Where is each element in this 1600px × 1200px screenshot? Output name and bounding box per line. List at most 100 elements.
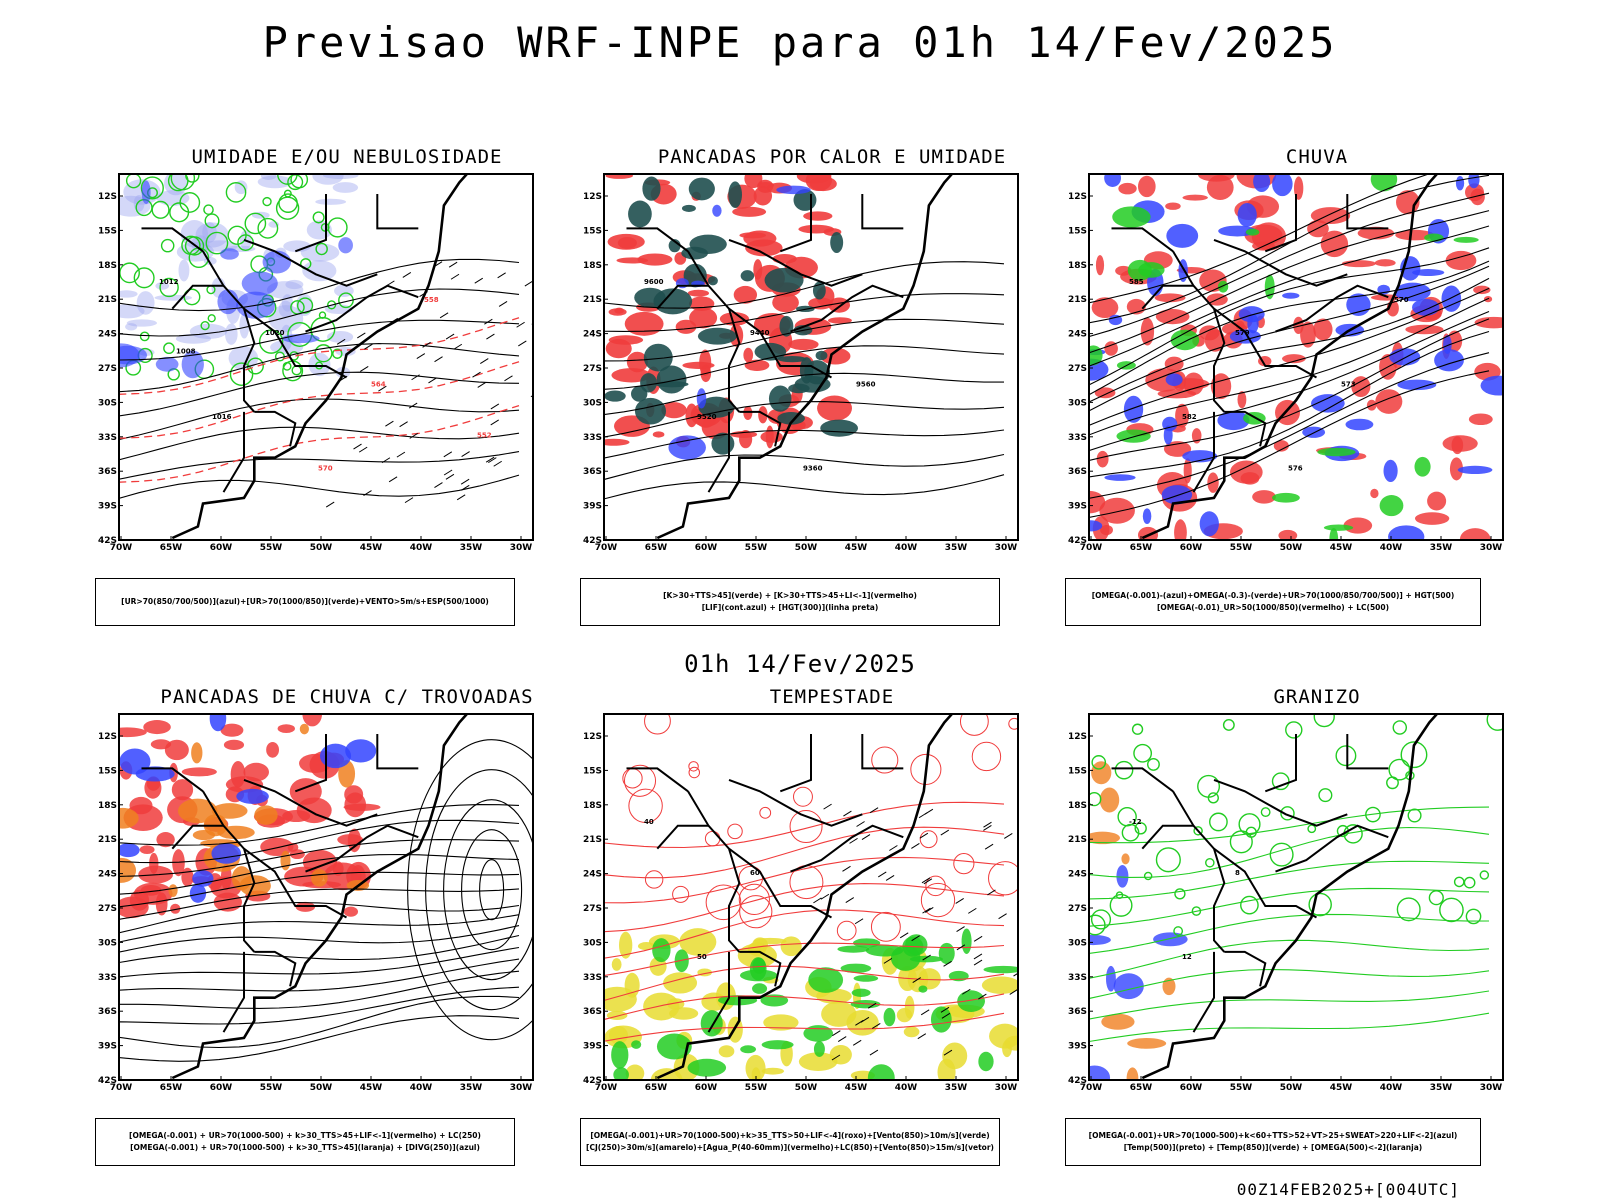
state-border (707, 951, 730, 1033)
temp850-contour (1386, 776, 1399, 790)
shaded-field (637, 253, 673, 266)
state-border (739, 950, 782, 987)
wind-vector (388, 476, 398, 483)
shaded-field (837, 945, 870, 953)
isoline (1089, 310, 1490, 459)
shaded-field (707, 276, 718, 286)
panel-legend: [OMEGA(-0.001) + UR>70(1000-500) + k>30_… (95, 1118, 515, 1166)
shaded-field (1389, 348, 1421, 366)
water-contour (704, 830, 721, 847)
shaded-field (643, 343, 673, 372)
state-border (1346, 194, 1389, 230)
lon-label: 30W (510, 543, 533, 553)
isoline (604, 401, 1005, 438)
shaded-field (1311, 394, 1345, 413)
legend-line: [Temp(500)](preto) + [Temp(850)](verde) … (1123, 1143, 1423, 1152)
humidity-contour (315, 242, 328, 256)
state-border (861, 194, 904, 230)
shaded-field (938, 942, 955, 965)
shaded-field (689, 307, 718, 329)
wind-vector (920, 1009, 930, 1016)
panel-title: TEMPESTADE (769, 686, 895, 708)
shaded-field (1127, 1038, 1167, 1049)
humidity-contour (200, 320, 210, 331)
lat-label: 24S (98, 330, 117, 340)
isoline (1089, 860, 1490, 900)
temp850-contour (1191, 906, 1202, 916)
isoline (1089, 260, 1490, 396)
lon-label: 70W (110, 543, 133, 553)
shaded-field (640, 373, 657, 393)
isoline (119, 319, 520, 361)
wind-vector (1004, 832, 1013, 839)
wind-vector (955, 898, 964, 904)
shaded-field (257, 175, 293, 189)
shaded-field (883, 1007, 896, 1027)
state-border (222, 951, 245, 1033)
water-contour (628, 788, 663, 824)
humidity-contour (140, 176, 164, 200)
wind-vector (363, 490, 372, 496)
shaded-field (1480, 375, 1503, 396)
shaded-field (679, 928, 717, 956)
shaded-field (1412, 298, 1440, 316)
shaded-field (1108, 314, 1123, 326)
lat-label: 33S (1068, 973, 1087, 983)
legend-line: [UR>70(850/700/500)](azul)+[UR>70(1000/8… (121, 597, 489, 606)
state-border (1213, 847, 1317, 919)
shaded-field (1182, 194, 1208, 201)
shaded-field (170, 903, 181, 914)
state-border (1275, 824, 1389, 873)
wind-vector (396, 451, 406, 458)
shaded-field (1313, 318, 1333, 341)
main-title: Previsao WRF-INPE para 01h 14/Fev/2025 (262, 18, 1338, 67)
wind-vector (831, 1054, 841, 1061)
wind-vector (849, 837, 858, 844)
shaded-field (1237, 391, 1247, 409)
panel-title: CHUVA (1285, 146, 1349, 168)
shaded-field (119, 896, 149, 919)
isoline (119, 474, 520, 504)
wind-vector (973, 959, 983, 966)
lat-label: 36S (1068, 1007, 1087, 1017)
shaded-field (661, 402, 687, 419)
isoline (119, 258, 520, 312)
lat-label: 36S (98, 467, 117, 477)
wind-vector (919, 832, 929, 839)
lon-label: 70W (595, 543, 618, 553)
temp850-contour (1465, 908, 1482, 925)
state-border (1224, 410, 1267, 447)
shaded-field (1414, 456, 1431, 477)
lat-label: 18S (98, 801, 117, 811)
temp850-contour (1428, 890, 1444, 906)
shaded-field (604, 390, 626, 402)
lat-label: 12S (1068, 732, 1087, 742)
shaded-field (764, 267, 804, 293)
lat-label: 21S (583, 295, 602, 305)
shaded-field (669, 1007, 699, 1020)
shaded-field (135, 766, 175, 782)
state-border (1213, 778, 1348, 827)
streamline (407, 739, 533, 1041)
lat-label: 12S (98, 192, 117, 202)
contour-label: 40 (644, 818, 654, 826)
state-border (141, 227, 204, 253)
lat-label: 42S (1068, 1076, 1087, 1086)
shaded-field (1104, 474, 1136, 481)
state-border (1111, 227, 1174, 253)
lon-label: 30W (995, 1083, 1018, 1093)
wind-vector (973, 935, 983, 942)
wind-vector (434, 356, 443, 363)
lon-label: 30W (995, 543, 1018, 553)
isoline (604, 453, 1005, 481)
water-contour (789, 810, 823, 844)
state-border (707, 411, 730, 493)
temp850-contour (1240, 895, 1259, 915)
shaded-field (613, 1067, 629, 1080)
isoline (1089, 806, 1490, 844)
isoline (119, 819, 520, 864)
humidity-contour (151, 200, 170, 219)
shaded-field (344, 792, 367, 818)
contour-label: 576 (1288, 464, 1303, 472)
lat-label: 18S (583, 801, 602, 811)
